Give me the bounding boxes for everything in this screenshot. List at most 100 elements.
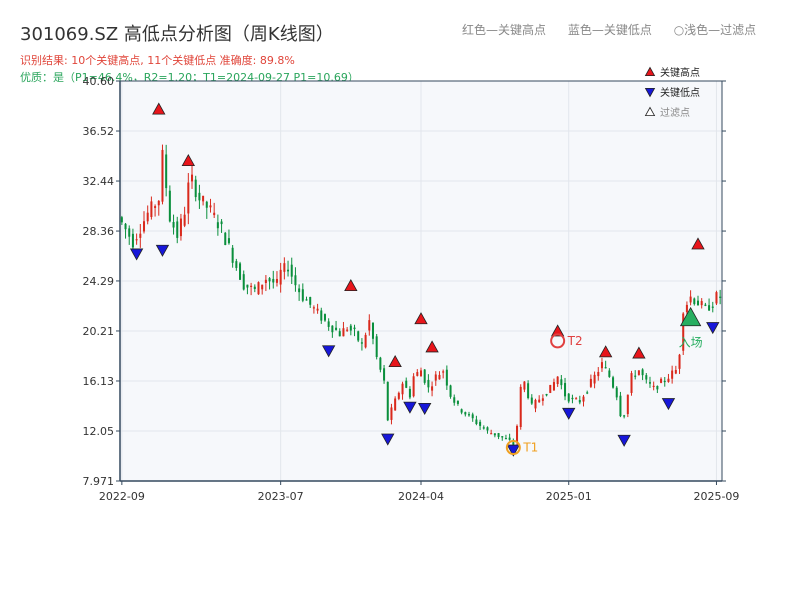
candle-body [652,385,655,388]
t1-circle [505,440,521,456]
key-low-marker [403,401,417,414]
candle-body [264,279,267,283]
candle-body [449,385,452,397]
candle-body [412,376,415,397]
candle-body [571,397,574,400]
candle-body [120,217,123,223]
candle-body [660,378,663,383]
candle-body [231,247,234,263]
legend-blue-label: 蓝色—关键低点 [567,23,652,37]
candle-body [320,310,323,321]
chart-title: 301069.SZ 高低点分析图（周K线图） [20,24,334,45]
candle-body [349,325,352,331]
candle-body [327,321,330,327]
key-low-marker [418,402,432,416]
candle-body [239,263,242,280]
candle-body [364,334,367,348]
candle-body [634,375,637,377]
legend-high-marker [644,66,656,76]
candle-body [460,409,463,413]
plot-legend-label: 关键高点 [660,66,700,79]
key-low-marker [661,398,676,411]
candle-body [216,222,219,229]
candle-body [213,212,216,216]
candle-body [316,308,319,311]
candle-body [471,414,474,419]
candle-body [575,398,578,400]
candle-body [519,386,522,427]
candle-body [431,386,434,391]
candle-body [275,278,278,283]
legend-faint-label: ○浅色—过滤点 [673,23,757,37]
candle-body [648,382,651,384]
candle-body [445,369,448,386]
candle-body [390,407,393,420]
x-tick-label: 2025-01 [546,490,592,503]
candle-body [357,331,360,341]
candle-body [172,221,175,228]
key-high-marker [691,237,705,250]
candle-body [146,212,149,222]
key-low-marker [506,444,521,457]
candle-body [338,331,341,337]
plot-legend-label: 过滤点 [660,106,690,119]
candle-body [312,307,315,309]
candle-body [504,438,507,440]
annotation-entry-label: 入场 [679,336,703,350]
candle-body [626,394,629,415]
candle-body [630,373,633,393]
candle-body [419,370,423,377]
candle-body [301,289,304,301]
key-low-marker [617,434,631,447]
key-high-marker [388,355,402,368]
candle-body [597,371,600,377]
key-high-marker [152,102,166,115]
candle-body [711,306,714,308]
candle-body [467,414,471,416]
candle-body [501,436,504,438]
candle-body [516,425,519,443]
candle-body [552,382,555,391]
candle-body [689,296,692,303]
candle-body [600,362,603,369]
candle-body [582,396,585,402]
candle-body [235,261,238,268]
candle-body [405,380,408,388]
candle-body [619,395,622,417]
y-tick-label: 12.05 [83,425,115,438]
candle-body [667,378,670,382]
candle-body [360,342,363,344]
annotation-t1-label: T1 [522,441,538,455]
candle-body [512,442,515,445]
candle-body [408,388,411,398]
y-tick-label: 28.36 [83,225,115,238]
candle-body [323,314,326,321]
entry-marker [679,306,702,327]
candle-body [261,284,264,290]
candle-body [427,379,430,388]
annotation-t2-label: T2 [567,334,583,348]
candle-body [161,149,164,202]
key-low-marker [129,248,144,261]
key-low-marker [706,322,720,335]
candle-body [394,398,397,411]
candle-body [168,190,171,222]
candle-body [538,399,541,403]
candle-body [416,372,419,376]
key-low-marker [155,244,170,257]
y-tick-label: 40.60 [83,75,115,88]
candle-body [656,385,659,390]
key-high-marker [414,312,428,325]
candle-body [623,415,626,417]
x-tick-label: 2024-04 [398,490,444,503]
candle-body [523,381,526,390]
candle-body [205,201,208,208]
candle-body [534,399,537,409]
candle-body [220,221,223,225]
candle-body [593,374,596,384]
candle-body [272,278,275,283]
candle-body [434,374,437,381]
candle-body [283,263,286,272]
candle-body [608,370,611,377]
x-tick-label: 2023-07 [258,490,304,503]
